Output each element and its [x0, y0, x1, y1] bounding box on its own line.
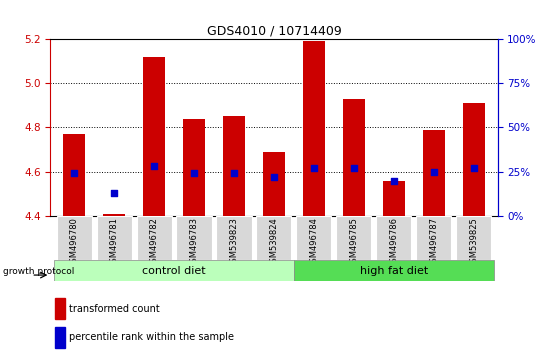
Text: GSM496781: GSM496781 — [110, 217, 119, 268]
Bar — [376, 216, 411, 260]
Bar — [183, 119, 205, 216]
Title: GDS4010 / 10714409: GDS4010 / 10714409 — [206, 25, 342, 38]
Text: GSM496784: GSM496784 — [309, 217, 318, 268]
Point — [190, 171, 198, 176]
Bar — [296, 216, 331, 260]
Bar — [257, 216, 291, 260]
Point — [269, 174, 278, 180]
Bar — [456, 216, 491, 260]
Point — [469, 165, 478, 171]
Text: GSM496785: GSM496785 — [349, 217, 358, 268]
Text: growth protocol: growth protocol — [3, 267, 74, 276]
Text: GSM496786: GSM496786 — [389, 217, 398, 268]
Point — [70, 171, 79, 176]
Text: percentile rank within the sample: percentile rank within the sample — [69, 332, 234, 342]
Point — [230, 171, 239, 176]
Bar — [216, 216, 252, 260]
Text: transformed count: transformed count — [69, 304, 160, 314]
Bar — [97, 216, 132, 260]
Text: GSM496783: GSM496783 — [190, 217, 198, 268]
Text: GSM539824: GSM539824 — [269, 217, 278, 268]
Bar — [56, 216, 92, 260]
Bar — [55, 298, 65, 319]
Bar — [54, 260, 294, 281]
Bar — [336, 216, 371, 260]
Bar — [103, 214, 125, 216]
Text: control diet: control diet — [143, 266, 206, 276]
Bar — [423, 130, 444, 216]
Bar — [383, 181, 405, 216]
Bar — [143, 57, 165, 216]
Point — [389, 178, 398, 183]
Text: GSM539825: GSM539825 — [469, 217, 478, 268]
Point — [110, 190, 119, 196]
Text: GSM496782: GSM496782 — [150, 217, 159, 268]
Bar — [416, 216, 451, 260]
Text: high fat diet: high fat diet — [359, 266, 428, 276]
Text: GSM496787: GSM496787 — [429, 217, 438, 268]
Text: GSM539823: GSM539823 — [230, 217, 239, 268]
Bar — [223, 116, 245, 216]
Bar — [177, 216, 212, 260]
Point — [309, 165, 318, 171]
Bar — [136, 216, 172, 260]
Bar — [343, 99, 364, 216]
Bar — [462, 103, 485, 216]
Point — [349, 165, 358, 171]
Bar — [303, 41, 325, 216]
Text: GSM496780: GSM496780 — [70, 217, 79, 268]
Bar — [63, 134, 85, 216]
Point — [429, 169, 438, 175]
Bar — [294, 260, 494, 281]
Bar — [263, 152, 285, 216]
Bar — [55, 327, 65, 348]
Point — [150, 164, 159, 169]
